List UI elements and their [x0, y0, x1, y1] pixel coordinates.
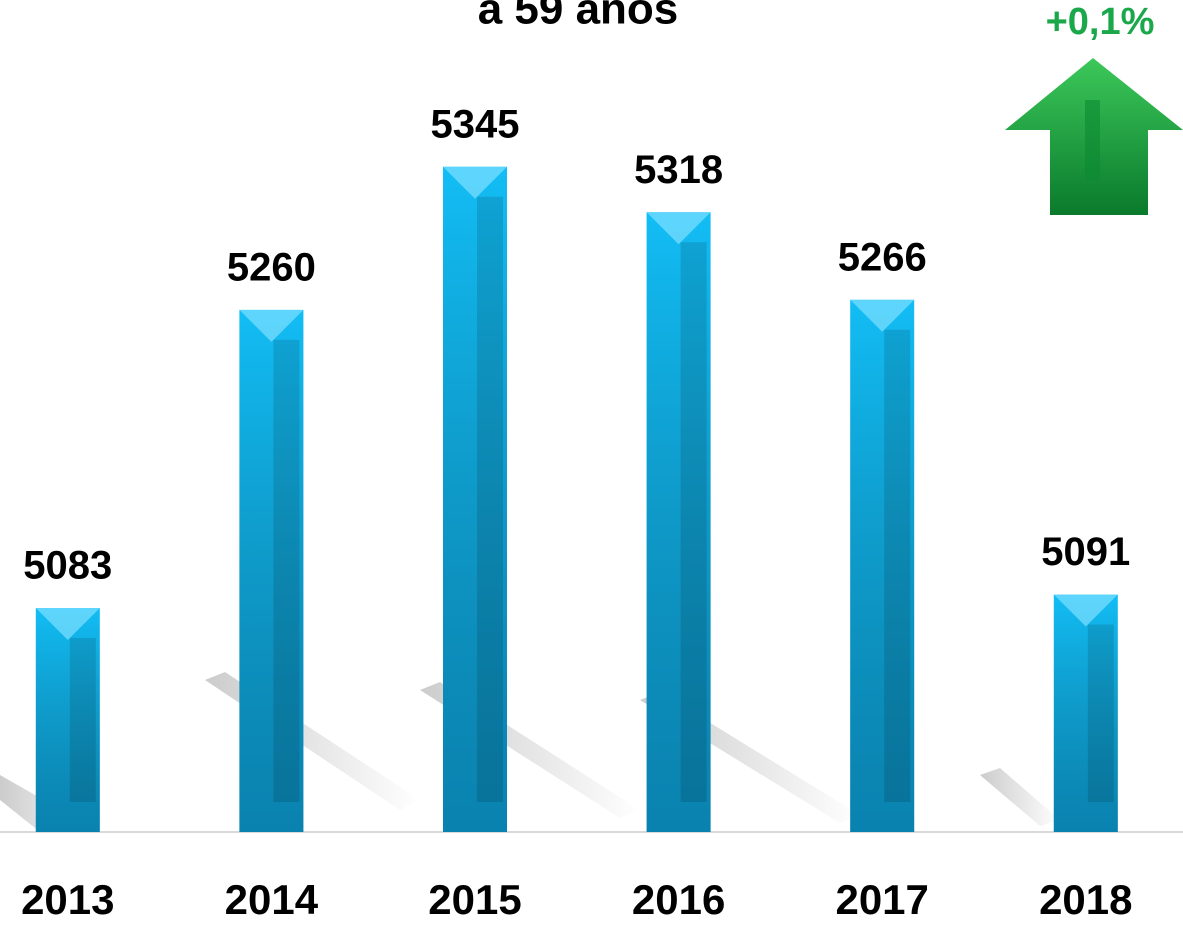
bar-stripe	[69, 638, 96, 802]
bar-bevel	[443, 166, 507, 199]
value-label: 5318	[634, 148, 723, 192]
x-tick-label: 2014	[225, 876, 319, 923]
bar-shade	[1053, 594, 1118, 832]
value-label: 5266	[838, 235, 927, 279]
bar-stripe	[273, 339, 300, 802]
x-tick-label: 2013	[21, 876, 114, 923]
annotation: +0,1%	[1046, 1, 1155, 43]
x-tick-label: 2015	[428, 876, 521, 923]
x-tick-label: 2018	[1039, 876, 1132, 923]
bar-stripe	[477, 196, 503, 803]
bar-bevel	[646, 212, 711, 245]
bar-stripe	[884, 329, 911, 802]
bar-bevel	[35, 608, 100, 640]
shadow	[205, 672, 420, 810]
bar-bevel	[1053, 594, 1118, 627]
value-label: 5260	[227, 245, 316, 289]
shadow	[980, 768, 1060, 826]
value-label: 5083	[23, 544, 112, 588]
chart-title: a 59 anos	[478, 0, 679, 34]
bar-stripe	[680, 242, 707, 803]
bar-shade	[850, 299, 915, 833]
bar-shade	[239, 309, 304, 832]
bar-bevel	[239, 309, 304, 342]
bar-shade	[646, 212, 711, 833]
x-tick-label: 2017	[835, 876, 928, 923]
x-tick-label: 2016	[632, 876, 725, 923]
value-label: 5345	[431, 102, 520, 146]
value-label: 5091	[1041, 530, 1130, 574]
up-arrow	[1005, 58, 1183, 215]
bar-stripe	[1087, 624, 1114, 802]
bar-shade	[35, 608, 100, 832]
bar-bevel	[850, 299, 915, 332]
arrow-stripe	[1085, 100, 1100, 180]
bar-shade	[443, 166, 507, 833]
